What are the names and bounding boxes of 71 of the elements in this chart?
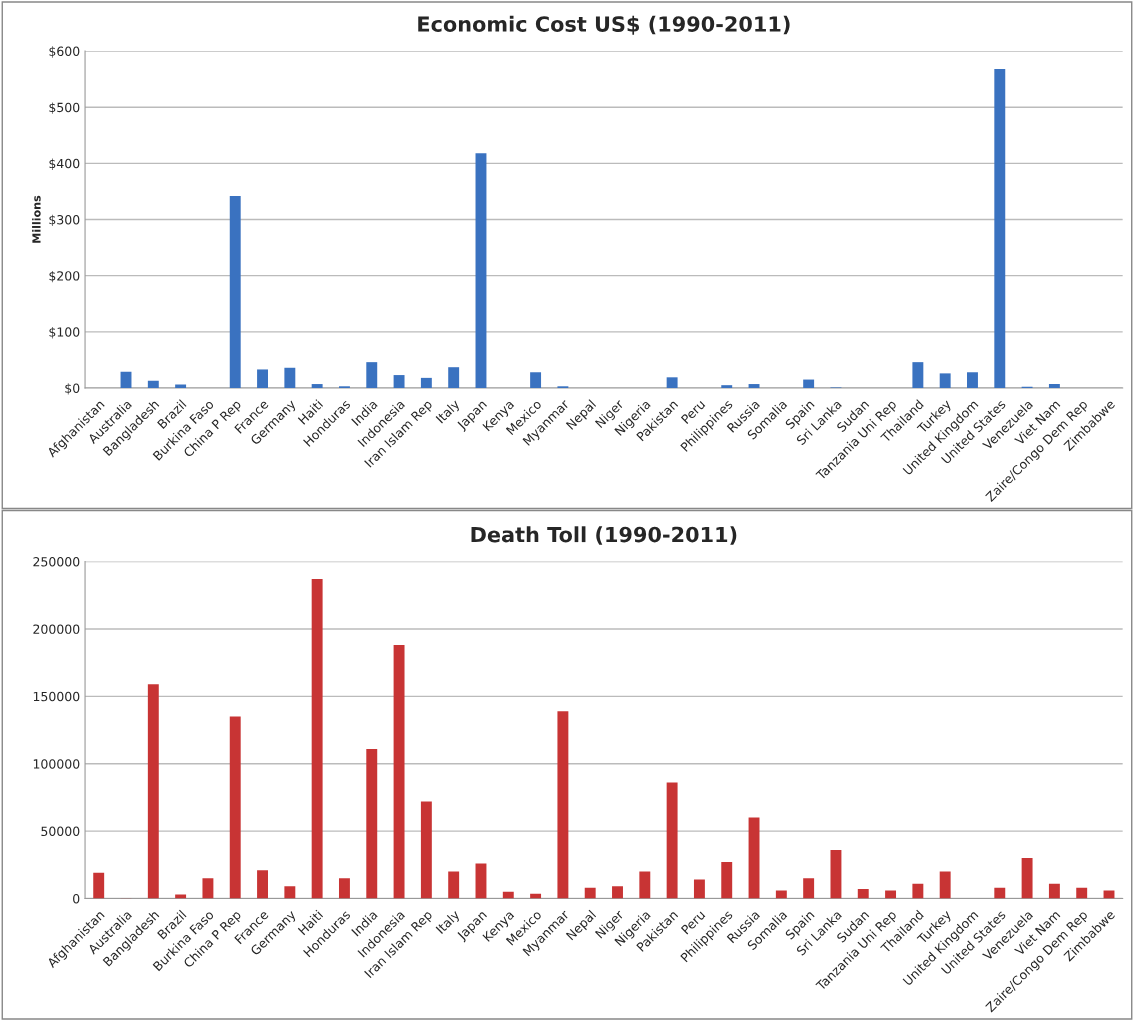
bar (311, 384, 323, 388)
bar (475, 863, 487, 899)
bar (366, 748, 378, 899)
y-tick-label: 0 (73, 893, 80, 904)
y-tick-label: $500 (49, 102, 80, 114)
y-tick-label: $100 (49, 327, 80, 339)
bar (147, 684, 159, 899)
y-tick-label: 250000 (33, 557, 80, 567)
bar (366, 362, 378, 388)
y-tick-label: $300 (49, 214, 80, 227)
bar (1021, 858, 1033, 899)
bar (557, 711, 569, 899)
bar (229, 195, 241, 388)
bar (229, 716, 241, 899)
bar (803, 878, 815, 899)
bar (939, 373, 951, 388)
bar (994, 887, 1006, 899)
bar (530, 372, 542, 388)
bar (639, 871, 651, 899)
bar (775, 890, 787, 899)
chart-title: Economic Cost US$ (1990-2011) (418, 15, 790, 35)
y-axis-title: Millions (32, 195, 41, 243)
bar (666, 377, 678, 388)
bar (475, 153, 487, 388)
bar (612, 886, 623, 899)
bar (721, 862, 733, 899)
bar (1048, 384, 1060, 388)
bar (448, 367, 460, 388)
y-tick-label: 150000 (33, 691, 80, 702)
bar (393, 645, 405, 899)
bar (393, 375, 405, 388)
bar (748, 817, 760, 899)
y-tick-label: 200000 (33, 624, 80, 634)
bar (939, 871, 951, 899)
bar (338, 878, 350, 899)
chart-title: Death Toll (1990-2011) (471, 526, 737, 545)
bar (448, 871, 460, 899)
bar (994, 69, 1006, 388)
bar (885, 890, 897, 899)
bar (284, 886, 296, 899)
bar (721, 385, 733, 388)
bar (748, 384, 760, 388)
bar (175, 894, 187, 899)
bar (967, 372, 978, 388)
bar (1103, 890, 1115, 899)
bar (1048, 883, 1060, 899)
bar (311, 579, 323, 899)
bar (420, 801, 432, 899)
bar (857, 889, 869, 899)
bar (120, 371, 132, 388)
bar (202, 878, 214, 899)
bar (93, 872, 105, 899)
bar (257, 369, 268, 388)
y-tick-label: 100000 (33, 759, 80, 769)
bar (147, 380, 159, 388)
bar (584, 887, 596, 899)
bar (912, 362, 924, 388)
y-tick-label: $200 (49, 270, 80, 283)
bar (912, 883, 924, 899)
bar (420, 377, 432, 388)
bar (830, 849, 842, 899)
bar (257, 870, 268, 899)
y-tick-label: 50000 (41, 826, 80, 837)
y-tick-label: $400 (49, 158, 80, 170)
bar (803, 379, 815, 388)
bar (1076, 887, 1088, 899)
bar (693, 879, 705, 899)
y-tick-label: $600 (49, 46, 80, 58)
bar (666, 782, 678, 899)
bar (284, 367, 296, 388)
y-tick-label: $0 (65, 383, 80, 395)
